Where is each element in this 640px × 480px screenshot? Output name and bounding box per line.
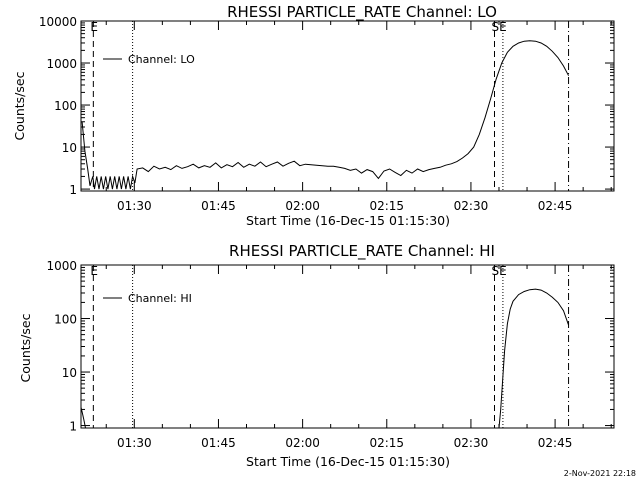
marker-label: E — [90, 264, 98, 278]
x-tick-label: 02:00 — [285, 436, 320, 450]
marker-label: SE — [491, 264, 506, 278]
x-ticks: 01:30 01:45 02:00 02:15 02:30 02:45 — [105, 21, 612, 213]
legend: Channel: HI — [103, 292, 192, 305]
x-tick-label: 02:15 — [369, 199, 404, 213]
data-series — [80, 288, 570, 429]
chart-title: RHESSI PARTICLE_RATE Channel: LO — [227, 3, 497, 22]
x-tick-label: 02:45 — [538, 199, 573, 213]
marker-label: E — [90, 20, 98, 34]
x-tick-label: 02:30 — [454, 436, 489, 450]
x-axis-label: Start Time (16-Dec-15 01:15:30) — [246, 213, 450, 228]
y-tick-label: 1000 — [46, 259, 77, 273]
y-ticks: 1 10 100 1000 10000 — [39, 15, 614, 197]
x-tick-label: 02:45 — [538, 436, 573, 450]
footer-timestamp: 2-Nov-2021 22:18 — [564, 469, 636, 478]
time-markers: E SE — [90, 264, 570, 428]
y-tick-label: 10 — [62, 141, 77, 155]
y-tick-label: 1000 — [46, 57, 77, 71]
legend: Channel: LO — [103, 53, 195, 66]
marker-label: SE — [491, 20, 506, 34]
x-tick-label: 01:30 — [117, 199, 152, 213]
x-tick-label: 01:45 — [201, 199, 236, 213]
series-line — [81, 40, 570, 190]
x-tick-label: 02:15 — [369, 436, 404, 450]
x-ticks: 01:30 01:45 02:00 02:15 02:30 02:45 — [105, 265, 612, 450]
chart-panel-hi: RHESSI PARTICLE_RATE Channel: HI 1101001… — [18, 242, 615, 469]
plot-frame — [80, 20, 615, 192]
y-tick-label: 100 — [54, 99, 77, 113]
legend-label: Channel: LO — [128, 53, 195, 66]
y-tick-label: 1 — [69, 183, 77, 197]
y-tick-label: 10 — [62, 366, 77, 380]
time-markers: E SE — [90, 20, 570, 191]
x-tick-label: 01:30 — [117, 436, 152, 450]
x-tick-label: 01:45 — [201, 436, 236, 450]
series-line — [498, 288, 570, 429]
y-axis-label: Counts/sec — [18, 313, 33, 382]
y-tick-label: 1 — [69, 420, 77, 434]
x-tick-label: 02:00 — [285, 199, 320, 213]
y-ticks: 1 10 100 1000 — [46, 259, 614, 434]
x-axis-label: Start Time (16-Dec-15 01:15:30) — [246, 454, 450, 469]
chart-panel-lo: RHESSI PARTICLE_RATE Channel: LO 1101001… — [12, 3, 615, 228]
data-series — [81, 40, 570, 190]
y-axis-label: Counts/sec — [12, 71, 27, 140]
x-tick-label: 02:30 — [454, 199, 489, 213]
y-tick-label: 10000 — [39, 15, 77, 29]
chart-title: RHESSI PARTICLE_RATE Channel: HI — [229, 242, 495, 261]
series-line — [80, 407, 86, 429]
legend-label: Channel: HI — [128, 292, 192, 305]
y-tick-label: 100 — [54, 313, 77, 327]
